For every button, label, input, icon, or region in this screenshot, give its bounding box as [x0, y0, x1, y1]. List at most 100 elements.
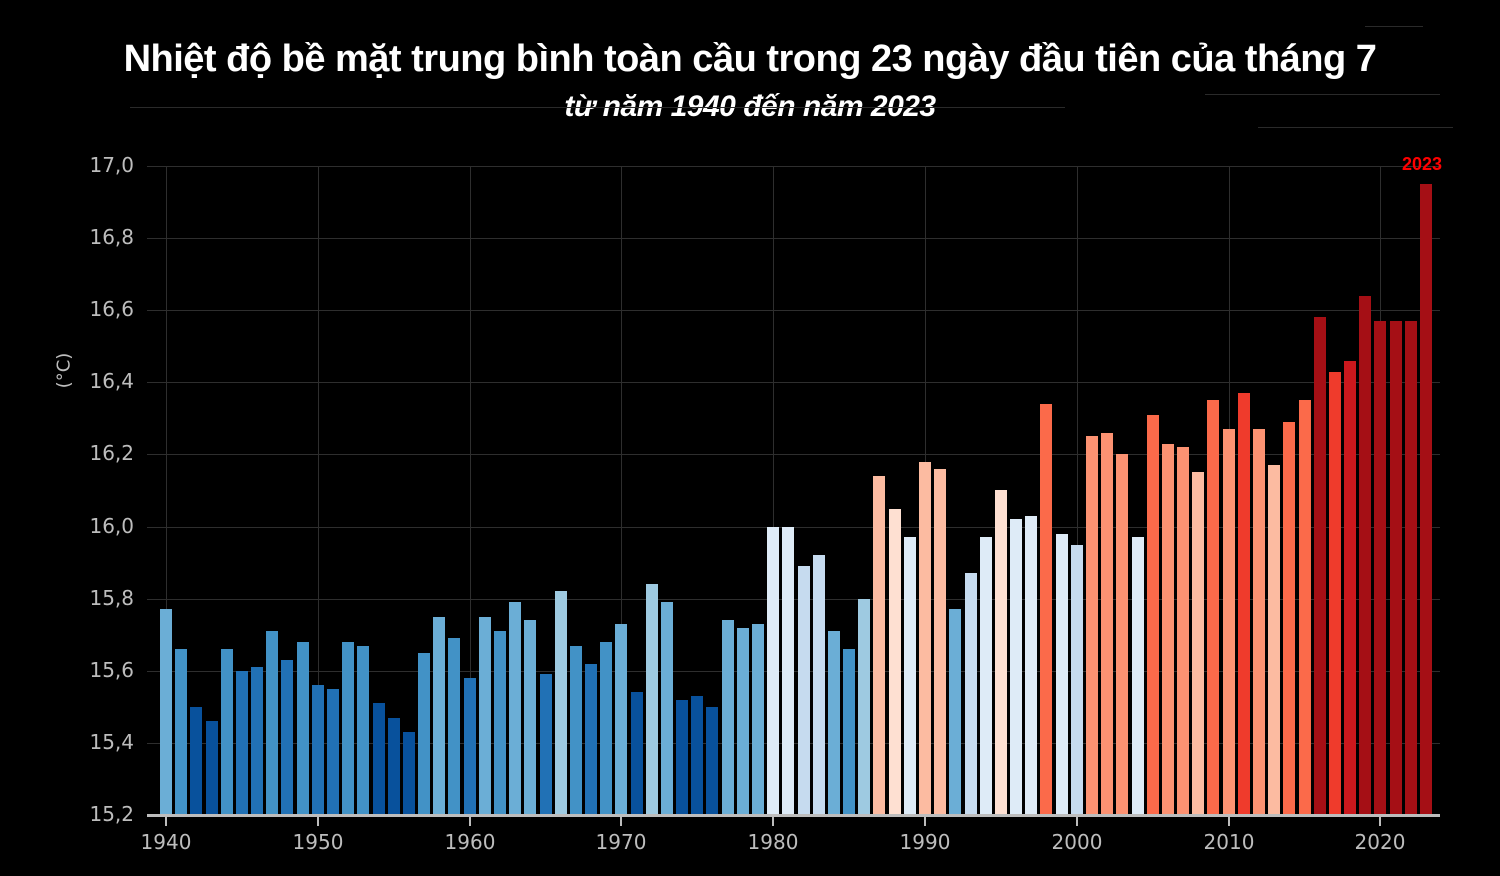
x-tick-label: 1960	[444, 830, 496, 854]
bar-2014	[1283, 422, 1295, 815]
x-tick-mark	[620, 817, 622, 826]
x-tick-label: 1940	[140, 830, 192, 854]
bar-1999	[1056, 534, 1068, 815]
bar-1964	[524, 620, 536, 815]
bar-1959	[448, 638, 460, 815]
bar-1946	[251, 667, 263, 815]
x-tick-label: 2020	[1354, 830, 1406, 854]
bar-2020	[1374, 321, 1386, 815]
bar-1981	[782, 527, 794, 815]
bar-1956	[403, 732, 415, 815]
bar-1948	[281, 660, 293, 815]
y-tick-label: 16,0	[89, 514, 134, 538]
bar-1969	[600, 642, 612, 815]
bar-1940	[160, 609, 172, 815]
bar-1958	[433, 617, 445, 815]
bar-1991	[934, 469, 946, 815]
x-tick-mark	[1379, 817, 1381, 826]
bar-2010	[1223, 429, 1235, 815]
bar-1961	[479, 617, 491, 815]
y-tick-label: 15,8	[89, 586, 134, 610]
bar-1976	[706, 707, 718, 815]
bar-1989	[904, 537, 916, 815]
x-tick-label: 1990	[899, 830, 951, 854]
x-tick-mark	[317, 817, 319, 826]
bar-1996	[1010, 519, 1022, 815]
bar-1974	[676, 700, 688, 815]
y-tick-label: 16,2	[89, 441, 134, 465]
bar-1953	[357, 646, 369, 815]
x-gridline	[1077, 166, 1078, 815]
bar-1971	[631, 692, 643, 815]
x-gridline	[470, 166, 471, 815]
bar-1963	[509, 602, 521, 815]
bar-2007	[1177, 447, 1189, 815]
bar-2018	[1344, 361, 1356, 815]
bar-2022	[1405, 321, 1417, 815]
x-tick-mark	[1228, 817, 1230, 826]
y-gridline	[147, 238, 1440, 239]
bar-1975	[691, 696, 703, 815]
bar-1993	[965, 573, 977, 815]
bar-2021	[1390, 321, 1402, 815]
x-tick-mark	[1076, 817, 1078, 826]
bar-1941	[175, 649, 187, 815]
y-tick-label: 16,8	[89, 225, 134, 249]
y-tick-label: 16,4	[89, 369, 134, 393]
bar-2017	[1329, 372, 1341, 815]
bar-2002	[1101, 433, 1113, 815]
bar-1973	[661, 602, 673, 815]
bar-1944	[221, 649, 233, 815]
bar-1997	[1025, 516, 1037, 815]
bar-1978	[737, 628, 749, 815]
x-axis-line	[147, 814, 1440, 817]
bar-2005	[1147, 415, 1159, 815]
x-gridline	[166, 166, 167, 815]
bar-1984	[828, 631, 840, 815]
bar-1992	[949, 609, 961, 815]
bar-1962	[494, 631, 506, 815]
bar-1968	[585, 664, 597, 815]
bar-2004	[1132, 537, 1144, 815]
decorative-line	[1365, 26, 1423, 27]
chart-title: Nhiệt độ bề mặt trung bình toàn cầu tron…	[123, 38, 1377, 80]
bar-1954	[373, 703, 385, 815]
bar-1980	[767, 527, 779, 815]
bar-1965	[540, 674, 552, 815]
bar-1970	[615, 624, 627, 815]
bar-2008	[1192, 472, 1204, 815]
bar-2001	[1086, 436, 1098, 815]
x-tick-mark	[772, 817, 774, 826]
bar-1985	[843, 649, 855, 815]
bar-1977	[722, 620, 734, 815]
bar-2013	[1268, 465, 1280, 815]
bar-1988	[889, 509, 901, 815]
bar-1990	[919, 462, 931, 815]
bar-2023	[1420, 184, 1432, 815]
y-gridline	[147, 454, 1440, 455]
decorative-line	[130, 107, 1065, 108]
bar-2006	[1162, 444, 1174, 815]
x-tick-label: 2000	[1051, 830, 1103, 854]
bar-2019	[1359, 296, 1371, 815]
bar-1955	[388, 718, 400, 815]
y-gridline	[147, 166, 1440, 167]
bar-1950	[312, 685, 324, 815]
bar-1942	[190, 707, 202, 815]
bar-1995	[995, 490, 1007, 815]
bar-1967	[570, 646, 582, 815]
bar-2016	[1314, 317, 1326, 815]
bar-1949	[297, 642, 309, 815]
bar-1943	[206, 721, 218, 815]
x-gridline	[773, 166, 774, 815]
bar-1986	[858, 599, 870, 815]
chart-subtitle: từ năm 1940 đến năm 2023	[564, 90, 936, 123]
bar-1994	[980, 537, 992, 815]
bar-1983	[813, 555, 825, 815]
x-tick-label: 1950	[292, 830, 344, 854]
x-tick-label: 1970	[595, 830, 647, 854]
y-gridline	[147, 382, 1440, 383]
highlight-annotation-2023: 2023	[1402, 154, 1443, 174]
bar-2012	[1253, 429, 1265, 815]
